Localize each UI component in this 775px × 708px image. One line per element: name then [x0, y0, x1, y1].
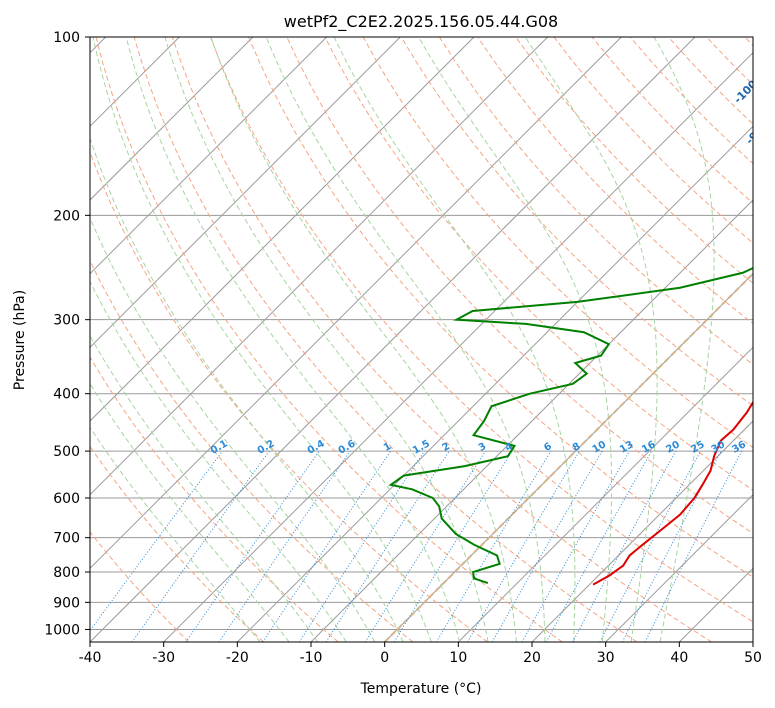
dry-adiabat	[400, 37, 753, 407]
isotherm	[605, 493, 753, 642]
x-tick-label: -20	[226, 650, 249, 666]
mixing-ratio-label: 8	[571, 441, 583, 454]
x-tick-label: -10	[300, 650, 323, 666]
x-tick-label: 50	[744, 650, 762, 666]
isotherm	[163, 51, 753, 642]
isotherm	[90, 37, 254, 201]
dry-adiabat	[90, 531, 190, 642]
y-tick-label: 100	[53, 30, 80, 46]
isotherm	[457, 346, 753, 642]
mixing-ratio-line	[467, 450, 580, 642]
mixing-ratio-label: 1	[382, 441, 394, 454]
plot-frame	[89, 36, 754, 643]
isotherm	[90, 37, 622, 570]
dry-adiabat	[439, 37, 753, 366]
moist-adiabat	[164, 37, 489, 642]
dry-adiabat	[324, 37, 753, 491]
dry-adiabat	[515, 37, 753, 284]
moist-adiabat	[90, 216, 376, 642]
y-tick-label: 200	[53, 208, 80, 224]
dry-adiabat	[248, 37, 753, 578]
dewpoint-profile	[388, 266, 753, 584]
mixing-ratio-line	[599, 450, 701, 642]
dry-adiabat	[171, 37, 712, 642]
moist-adiabat	[92, 37, 432, 642]
dry-adiabat	[95, 37, 563, 642]
x-tick-label: 30	[597, 650, 615, 666]
mixing-ratio-line	[545, 450, 653, 642]
isotherm	[90, 37, 549, 496]
mixing-ratio-line	[298, 450, 425, 642]
moist-adiabat	[125, 37, 461, 642]
dry-adiabat-label: -90	[743, 124, 766, 147]
isotherm	[236, 125, 753, 642]
dry-adiabat	[90, 259, 414, 642]
dry-adiabat	[210, 37, 753, 623]
moist-adiabat	[210, 37, 517, 642]
moist-adiabat	[90, 280, 347, 642]
dry-adiabat	[90, 150, 488, 642]
axes: -40 -30 -20 -10 0 10 20 30 40 50 100 200 300 400 500 60…	[44, 30, 762, 666]
moist-adiabat	[524, 37, 658, 642]
y-tick-label: 900	[53, 595, 80, 611]
y-tick-label: 500	[53, 444, 80, 460]
mixing-ratio-label: 4	[503, 441, 515, 454]
x-axis-label: Temperature (°C)	[360, 681, 482, 697]
mixing-ratio-line	[364, 450, 486, 642]
x-tick-label: 0	[380, 650, 389, 666]
zero-isotherm	[383, 272, 753, 642]
moist-adiabat	[265, 37, 546, 642]
temperature-profile	[592, 400, 753, 586]
isotherm	[90, 37, 401, 349]
y-tick-label: 400	[53, 387, 80, 403]
x-tick-label: 20	[523, 650, 541, 666]
x-tick-label: 10	[449, 650, 467, 666]
mixing-ratio-label: 3	[477, 441, 489, 454]
x-tick-label: -40	[79, 650, 102, 666]
y-tick-label: 600	[53, 491, 80, 507]
isotherm	[90, 37, 328, 275]
y-axis-label: Pressure (hPa)	[12, 290, 28, 390]
dry-adiabat	[90, 356, 339, 642]
moist-adiabat	[90, 382, 290, 642]
mixing-ratio-line	[325, 450, 450, 642]
dry-adiabat	[90, 445, 264, 642]
mixing-ratio-line	[621, 450, 722, 642]
y-tick-label: 300	[53, 313, 80, 329]
mixing-ratio-line	[393, 450, 513, 642]
isotherm	[531, 420, 753, 642]
x-tick-label: 40	[670, 650, 688, 666]
plot-area	[90, 37, 753, 642]
y-tick-label: 700	[53, 531, 80, 547]
y-tick-label: 800	[53, 565, 80, 581]
mixing-ratio-line	[644, 450, 743, 642]
isotherm	[90, 37, 696, 642]
moist-adiabat	[653, 37, 715, 642]
isotherm	[90, 37, 475, 422]
chart-title: wetPf2_C2E2.2025.156.05.44.G08	[284, 12, 558, 32]
moist-adiabat	[90, 334, 319, 642]
mixing-ratio-line	[262, 450, 392, 642]
mixing-ratio-line	[90, 450, 223, 632]
x-tick-label: -30	[152, 650, 175, 666]
moist-adiabat	[333, 37, 576, 642]
mixing-ratio-label: 6	[542, 441, 554, 454]
mixing-ratio-label: 2	[441, 441, 453, 454]
mixing-ratio-line	[435, 450, 552, 642]
y-tick-label: 1000	[44, 622, 80, 638]
dry-adiabat	[133, 37, 638, 642]
moist-adiabat	[90, 136, 404, 642]
